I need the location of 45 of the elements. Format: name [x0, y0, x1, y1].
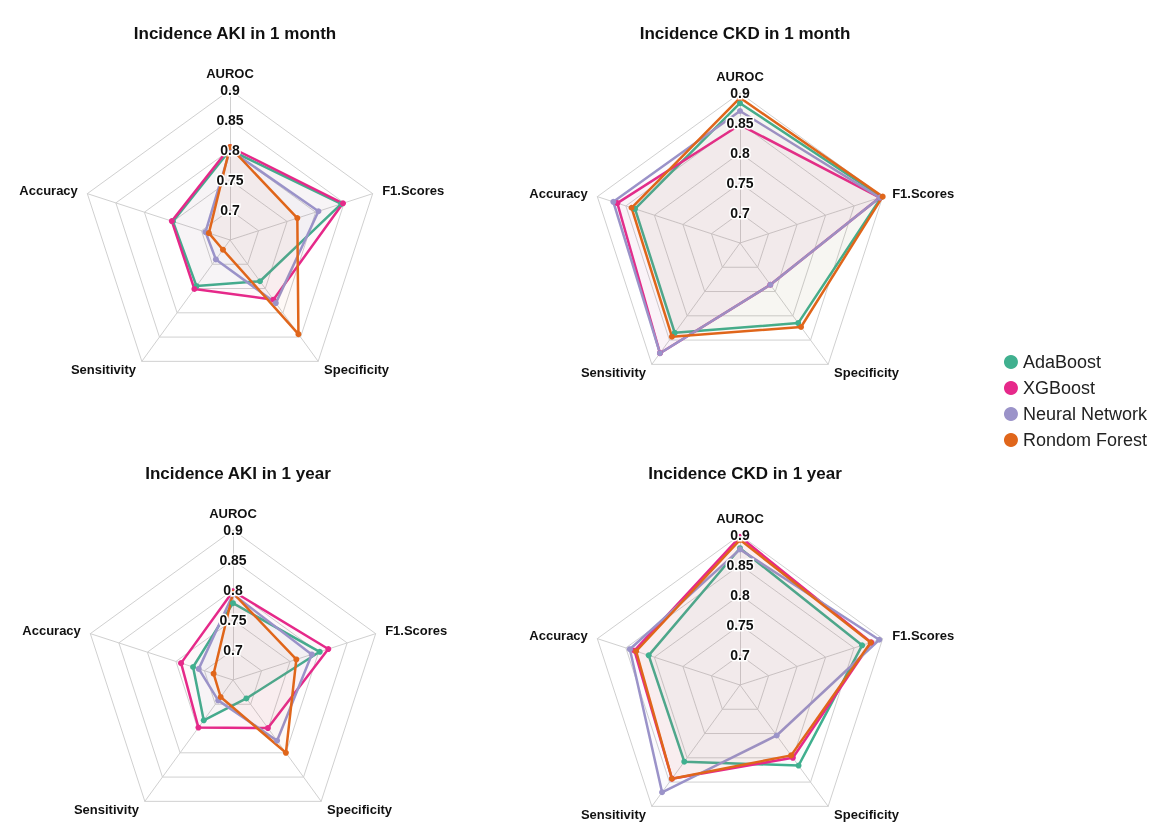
spoke-label: Specificity	[834, 364, 900, 380]
spoke-label: AUROC	[716, 511, 765, 526]
legend-label: AdaBoost	[1022, 352, 1102, 372]
chart-title: Incidence CKD in 1 month	[639, 24, 851, 43]
spoke-label: Sensitivity	[70, 361, 137, 377]
y-tick-label: 0.9	[220, 82, 240, 98]
spoke-label: Specificity	[327, 801, 393, 817]
spoke-label: F1.Scores	[892, 628, 955, 644]
spoke-label: Accuracy	[19, 183, 79, 199]
y-tick-label: 0.7	[223, 642, 243, 658]
spoke-label: Sensitivity	[580, 806, 647, 822]
y-tick-label: 0.9	[730, 527, 750, 543]
y-tick-label: 0.9	[223, 522, 243, 538]
y-tick-label: 0.85	[726, 115, 754, 131]
legend-label: Neural Network	[1022, 404, 1148, 424]
y-tick-label: 0.7	[730, 647, 750, 663]
spoke-label: F1.Scores	[385, 623, 448, 639]
chart-title: Incidence CKD in 1 year	[648, 464, 843, 483]
legend-label: XGBoost	[1022, 378, 1095, 398]
spoke-label: AUROC	[206, 66, 255, 81]
y-tick-label: 0.8	[730, 145, 750, 161]
legend-label: Rondom Forest	[1022, 430, 1148, 450]
spoke-label: Accuracy	[529, 186, 589, 202]
spoke-label: Accuracy	[22, 623, 82, 639]
chart-title: Incidence AKI in 1 year	[145, 464, 332, 483]
spoke-label: F1.Scores	[892, 186, 955, 202]
spoke-label: Sensitivity	[580, 364, 647, 380]
y-tick-label: 0.8	[223, 582, 243, 598]
y-tick-label: 0.75	[726, 175, 754, 191]
spoke-label: Accuracy	[529, 628, 589, 644]
y-tick-label: 0.85	[219, 552, 247, 568]
spoke-label: AUROC	[716, 69, 765, 84]
spoke-label: AUROC	[209, 506, 258, 521]
y-tick-label: 0.7	[730, 205, 750, 221]
spoke-label: F1.Scores	[382, 183, 445, 199]
spoke-label: Specificity	[834, 806, 900, 822]
y-tick-label: 0.85	[216, 112, 244, 128]
spoke-label: Sensitivity	[73, 801, 140, 817]
y-tick-label: 0.75	[726, 617, 754, 633]
y-tick-label: 0.9	[730, 85, 750, 101]
chart-title: Incidence AKI in 1 month	[133, 24, 337, 43]
spoke-label: Specificity	[324, 361, 390, 377]
y-tick-label: 0.8	[730, 587, 750, 603]
y-tick-label: 0.85	[726, 557, 754, 573]
y-tick-label: 0.7	[220, 202, 240, 218]
